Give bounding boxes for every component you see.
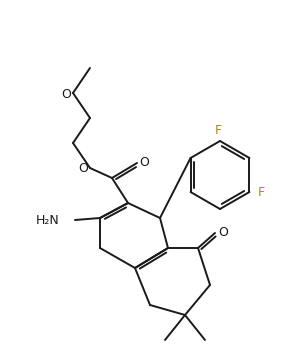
Text: O: O: [218, 227, 228, 239]
Text: H₂N: H₂N: [36, 214, 60, 227]
Text: O: O: [78, 163, 88, 176]
Text: F: F: [215, 125, 222, 137]
Text: O: O: [139, 155, 149, 168]
Text: F: F: [258, 186, 265, 199]
Text: O: O: [61, 88, 71, 101]
